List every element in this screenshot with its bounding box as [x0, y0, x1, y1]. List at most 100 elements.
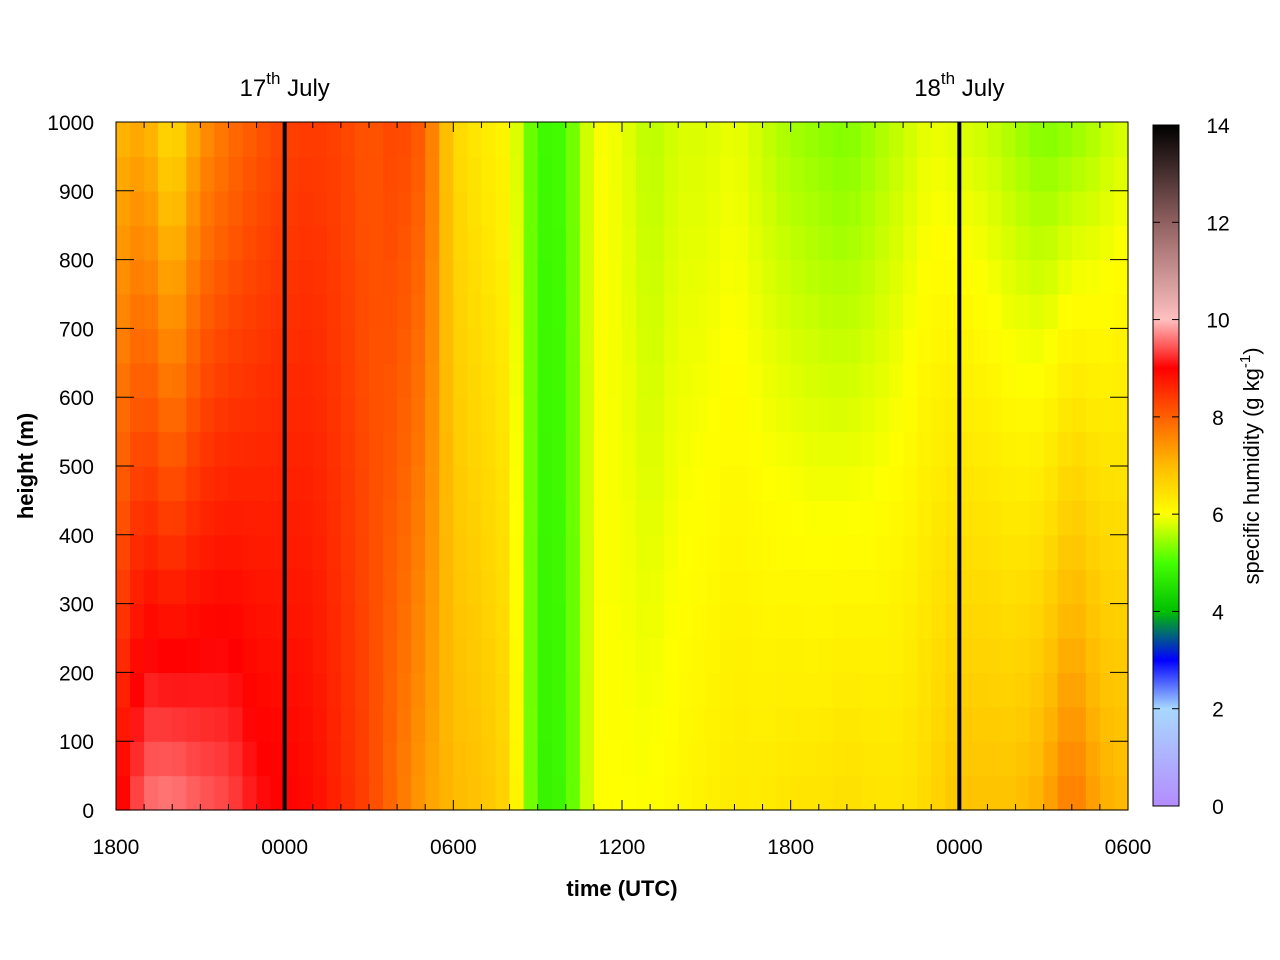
heatmap-cell [903, 638, 918, 673]
heatmap-cell [439, 569, 454, 605]
heatmap-cell [354, 431, 370, 467]
heatmap-cell [228, 397, 244, 433]
heatmap-cell [860, 431, 876, 467]
heatmap-cell [889, 397, 904, 433]
heatmap-cell [987, 397, 1003, 433]
heatmap-cell [186, 466, 201, 501]
heatmap-cell [467, 672, 483, 708]
heatmap-cell [903, 431, 918, 467]
heatmap-cell [523, 534, 539, 570]
heatmap-cell [664, 122, 679, 157]
heatmap-cell [636, 397, 651, 433]
heatmap-cell [860, 122, 876, 157]
heatmap-cell [369, 603, 384, 639]
heatmap-cell [987, 638, 1003, 673]
colorbar-tick-label: 8 [1212, 407, 1224, 430]
heatmap-cell [1071, 466, 1087, 501]
heatmap-cell [776, 328, 792, 364]
heatmap-cell [748, 362, 764, 398]
heatmap-cell [1071, 328, 1087, 364]
heatmap-cell [383, 190, 398, 226]
heatmap-cell [312, 534, 328, 570]
heatmap-cell [720, 122, 736, 157]
heatmap-cell [270, 466, 286, 501]
heatmap-cell [1001, 190, 1017, 226]
heatmap-cell [1113, 603, 1129, 639]
heatmap-cell [312, 775, 328, 811]
heatmap-cell [439, 122, 454, 157]
heatmap-cell [804, 259, 820, 295]
heatmap-cell [130, 466, 145, 501]
heatmap-cell [692, 534, 707, 570]
heatmap-cell [607, 362, 623, 398]
heatmap-cell [734, 156, 750, 192]
heatmap-cell [846, 775, 862, 811]
heatmap-cell [411, 431, 426, 467]
heatmap-cell [565, 225, 581, 261]
heatmap-cell [678, 672, 693, 708]
heatmap-cell [397, 190, 412, 226]
heatmap-cell [425, 534, 440, 570]
heatmap-cell [973, 466, 989, 501]
heatmap-cell [397, 569, 412, 605]
heatmap-cell [340, 122, 356, 157]
heatmap-cell [692, 190, 707, 226]
heatmap-cell [1085, 362, 1101, 398]
heatmap-cell [495, 225, 511, 261]
heatmap-cell [579, 706, 595, 742]
heatmap-cell [383, 397, 398, 433]
heatmap-cell [607, 225, 623, 261]
heatmap-cell [650, 190, 665, 226]
heatmap-cell [200, 706, 215, 742]
heatmap-cell [776, 397, 792, 433]
heatmap-cell [354, 328, 370, 364]
heatmap-cell [298, 500, 314, 536]
heatmap-cell [144, 569, 159, 605]
heatmap-cell [818, 500, 834, 536]
heatmap-cell [790, 466, 806, 501]
heatmap-cell [720, 431, 736, 467]
heatmap-cell [116, 156, 131, 192]
heatmap-cell [860, 741, 876, 777]
heatmap-cell [551, 775, 567, 811]
heatmap-cell [144, 362, 159, 398]
heatmap-cell [1113, 466, 1129, 501]
heatmap-cell [706, 741, 721, 777]
heatmap-cell [551, 466, 567, 501]
heatmap-cell [453, 466, 468, 501]
heatmap-cell [593, 706, 609, 742]
heatmap-cell [214, 534, 230, 570]
heatmap-cell [860, 259, 876, 295]
heatmap-cell [1043, 397, 1059, 433]
heatmap-cell [509, 397, 525, 433]
heatmap-cell [214, 500, 230, 536]
heatmap-cell [945, 225, 960, 261]
heatmap-cell [369, 500, 384, 536]
heatmap-cell [607, 397, 623, 433]
heatmap-cell [804, 638, 820, 673]
heatmap-cell [678, 638, 693, 673]
heatmap-cell [678, 431, 693, 467]
heatmap-cell [523, 294, 539, 329]
heatmap-cell [917, 706, 932, 742]
heatmap-cell [889, 294, 904, 329]
heatmap-cell [846, 362, 862, 398]
heatmap-cell [369, 672, 384, 708]
heatmap-cell [706, 225, 721, 261]
heatmap-cell [593, 638, 609, 673]
heatmap-cell [270, 741, 286, 777]
heatmap-cell [467, 741, 483, 777]
heatmap-cell [579, 259, 595, 295]
heatmap-cell [186, 569, 201, 605]
heatmap-cell [1113, 706, 1129, 742]
heatmap-cell [875, 741, 890, 777]
heatmap-cell [804, 672, 820, 708]
heatmap-cell [453, 741, 468, 777]
heatmap-cell [369, 225, 384, 261]
heatmap-cell [593, 534, 609, 570]
heatmap-cell [565, 466, 581, 501]
heatmap-cell [776, 569, 792, 605]
heatmap-cell [832, 638, 848, 673]
heatmap-cell [973, 775, 989, 811]
heatmap-cell [650, 156, 665, 192]
